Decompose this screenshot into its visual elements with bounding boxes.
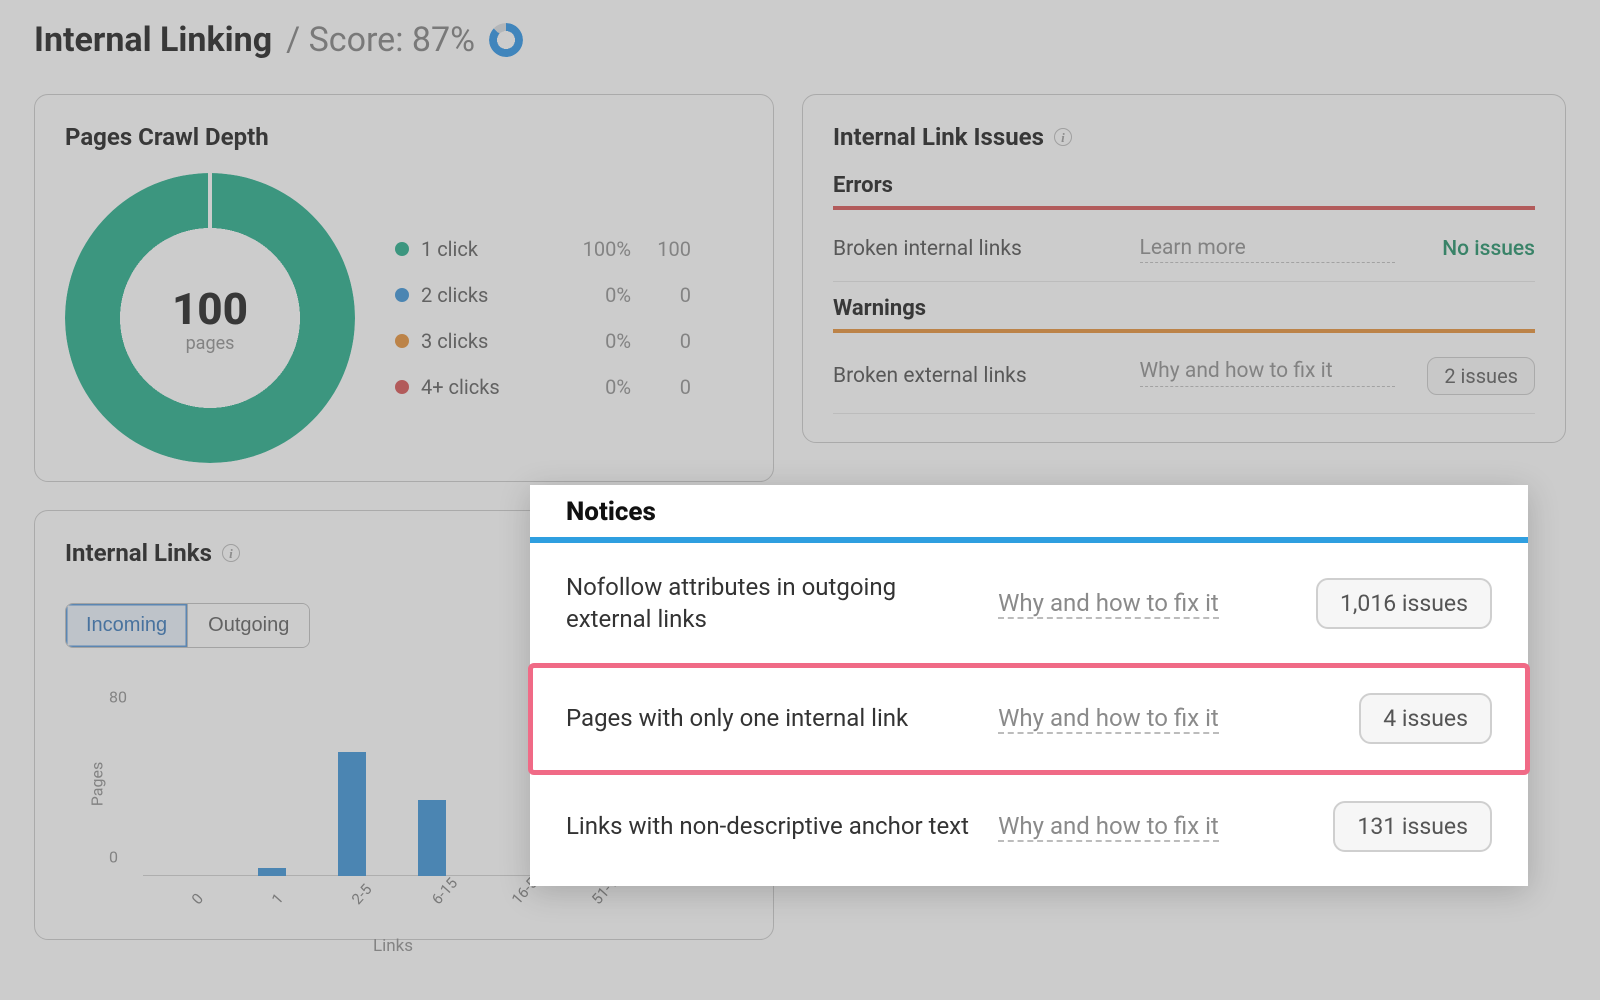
- x-tick: 2-5: [348, 880, 375, 908]
- notice-count-badge[interactable]: 131 issues: [1333, 801, 1492, 852]
- notice-name: Pages with only one internal link: [566, 702, 974, 734]
- crawl-depth-legend: 1 click100%1002 clicks0%03 clicks0%04+ c…: [395, 237, 691, 399]
- crawl-depth-title: Pages Crawl Depth: [65, 123, 743, 151]
- issues-card-title: Internal Link Issues i: [833, 123, 1535, 151]
- y-axis-label: Pages: [88, 762, 107, 806]
- legend-label: 3 clicks: [421, 329, 541, 353]
- donut-center-value: 100: [172, 283, 248, 335]
- donut-center-sub: pages: [186, 333, 235, 354]
- legend-swatch: [395, 334, 409, 348]
- legend-row: 4+ clicks0%0: [395, 375, 691, 399]
- legend-pct: 100%: [541, 237, 631, 261]
- tab-outgoing[interactable]: Outgoing: [187, 604, 309, 647]
- internal-links-title-text: Internal Links: [65, 539, 212, 567]
- legend-pct: 0%: [541, 329, 631, 353]
- legend-pct: 0%: [541, 375, 631, 399]
- issue-row: Broken external linksWhy and how to fix …: [833, 339, 1535, 414]
- chart-bar: [418, 800, 446, 876]
- issue-row: Broken internal linksLearn more No issues: [833, 216, 1535, 282]
- legend-label: 4+ clicks: [421, 375, 541, 399]
- errors-divider: [833, 206, 1535, 210]
- chart-bar: [338, 752, 366, 876]
- y-tick: 0: [109, 848, 118, 867]
- legend-label: 2 clicks: [421, 283, 541, 307]
- crawl-depth-donut: 100 pages: [65, 173, 355, 463]
- notices-popout: Notices Nofollow attributes in outgoing …: [530, 485, 1528, 886]
- notices-heading: Notices: [530, 485, 1528, 537]
- legend-swatch: [395, 242, 409, 256]
- legend-swatch: [395, 380, 409, 394]
- issue-help-link[interactable]: Learn more: [1140, 234, 1395, 263]
- x-tick: 0: [188, 890, 207, 908]
- notice-row: Nofollow attributes in outgoing external…: [530, 543, 1528, 665]
- notice-help-link[interactable]: Why and how to fix it: [998, 810, 1278, 842]
- legend-row: 3 clicks0%0: [395, 329, 691, 353]
- issues-card: Internal Link Issues i Errors Broken int…: [802, 94, 1566, 443]
- warnings-divider: [833, 329, 1535, 333]
- no-issues-label: No issues: [1442, 237, 1535, 261]
- errors-heading: Errors: [833, 173, 1535, 198]
- issue-help-link[interactable]: Why and how to fix it: [1140, 357, 1395, 386]
- notice-name: Nofollow attributes in outgoing external…: [566, 571, 974, 636]
- legend-swatch: [395, 288, 409, 302]
- issue-status: No issues: [1395, 237, 1535, 261]
- page-header: Internal Linking / Score: 87%: [34, 20, 1566, 60]
- crawl-depth-card: Pages Crawl Depth 100 pages 1 click100%1…: [34, 94, 774, 482]
- warnings-heading: Warnings: [833, 296, 1535, 321]
- notice-name: Links with non-descriptive anchor text: [566, 810, 974, 842]
- x-tick: 6-15: [428, 874, 461, 908]
- tab-incoming[interactable]: Incoming: [66, 604, 187, 647]
- page-title: Internal Linking: [34, 20, 272, 60]
- legend-label: 1 click: [421, 237, 541, 261]
- chart-bar: [258, 868, 286, 876]
- y-tick: 80: [109, 688, 127, 707]
- legend-row: 1 click100%100: [395, 237, 691, 261]
- x-axis-label: Links: [373, 936, 413, 956]
- legend-val: 0: [631, 283, 691, 307]
- legend-val: 100: [631, 237, 691, 261]
- notice-count-badge[interactable]: 4 issues: [1359, 693, 1492, 744]
- notice-help-link[interactable]: Why and how to fix it: [998, 587, 1278, 619]
- x-tick: 1: [268, 890, 287, 908]
- notice-row: Pages with only one internal link Why and…: [530, 665, 1528, 773]
- score-donut-icon: [489, 23, 523, 57]
- issue-name: Broken external links: [833, 364, 1140, 388]
- notice-help-link[interactable]: Why and how to fix it: [998, 702, 1278, 734]
- issue-name: Broken internal links: [833, 237, 1140, 261]
- legend-val: 0: [631, 375, 691, 399]
- page-score: / Score: 87%: [286, 20, 475, 60]
- notice-count-badge[interactable]: 1,016 issues: [1316, 578, 1492, 629]
- issue-status: 2 issues: [1395, 357, 1535, 395]
- info-icon[interactable]: i: [222, 544, 240, 562]
- legend-val: 0: [631, 329, 691, 353]
- issues-card-title-text: Internal Link Issues: [833, 123, 1044, 151]
- issue-count-badge[interactable]: 2 issues: [1427, 357, 1535, 395]
- legend-pct: 0%: [541, 283, 631, 307]
- info-icon[interactable]: i: [1054, 128, 1072, 146]
- notice-row: Links with non-descriptive anchor text Wh…: [530, 773, 1528, 880]
- legend-row: 2 clicks0%0: [395, 283, 691, 307]
- links-toggle: Incoming Outgoing: [65, 603, 310, 648]
